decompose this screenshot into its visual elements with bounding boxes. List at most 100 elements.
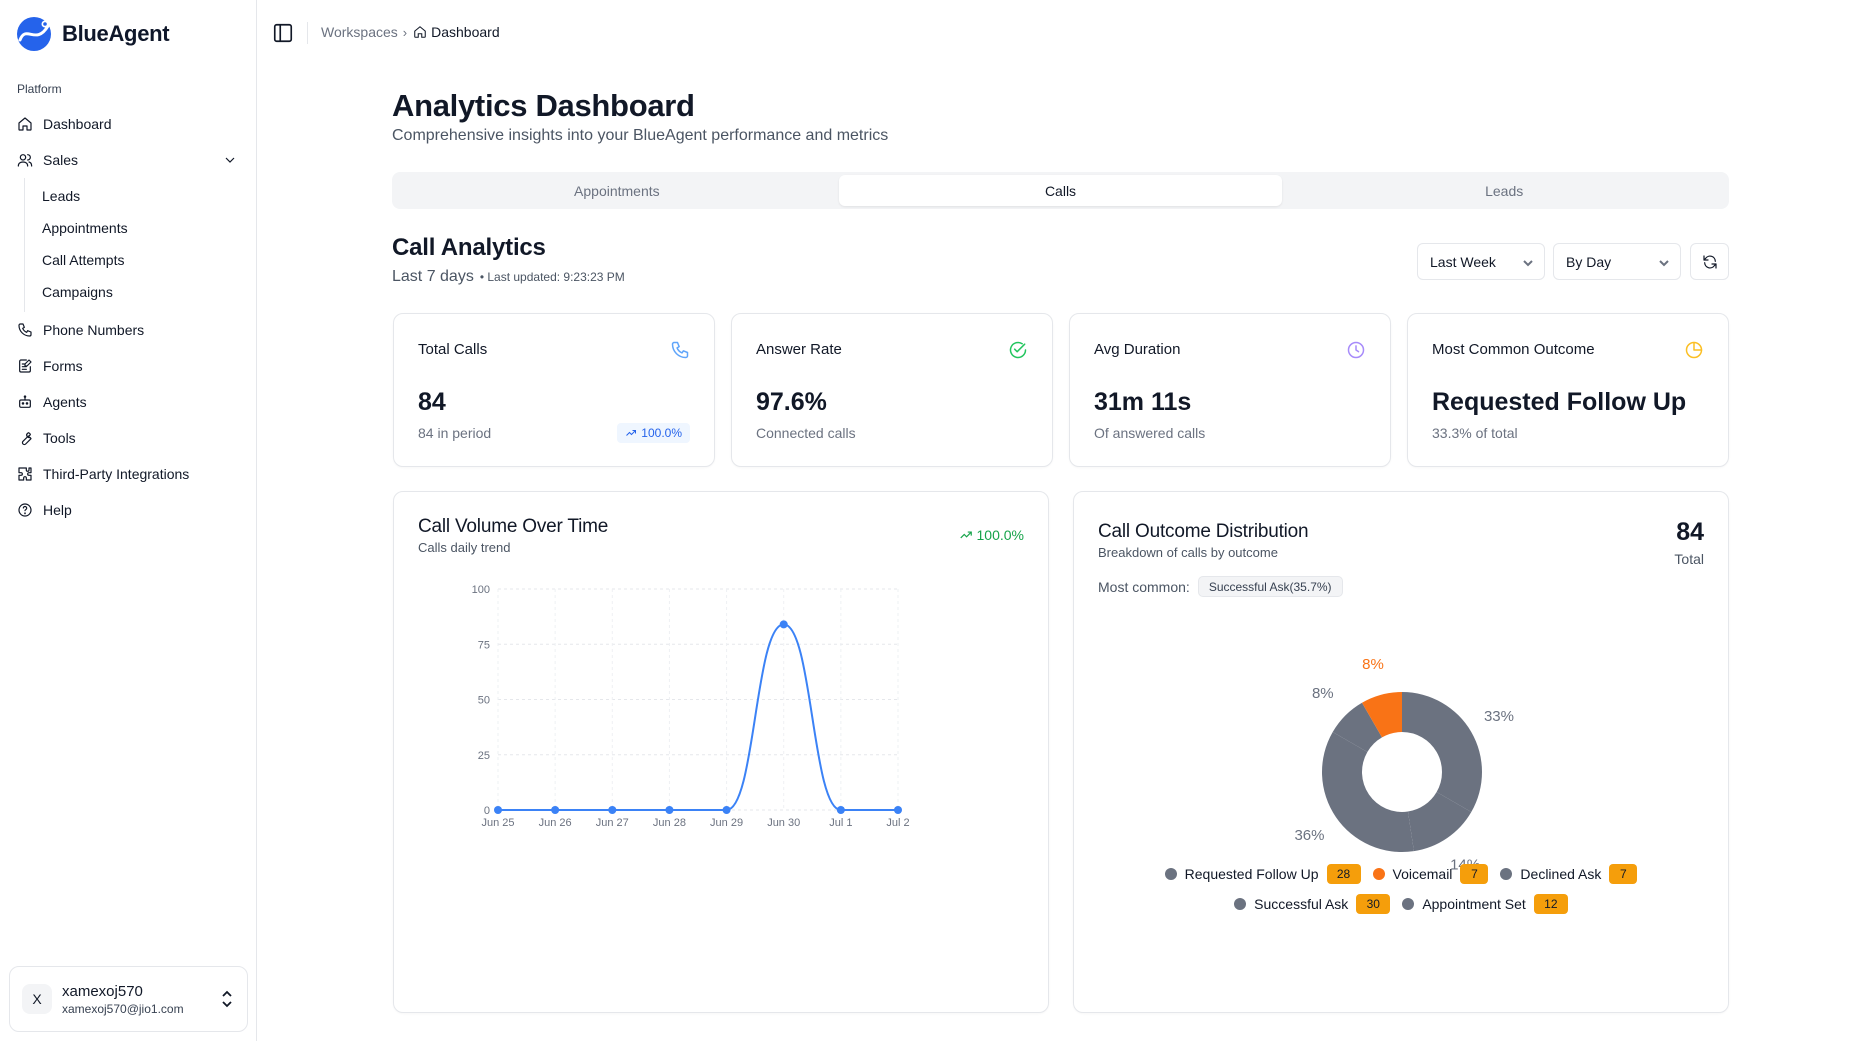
legend-label: Successful Ask [1254, 896, 1349, 912]
most-common-badge: Successful Ask(35.7%) [1197, 576, 1343, 597]
data-point [608, 806, 617, 814]
stat-label: Answer Rate [756, 341, 842, 358]
sidebar: BlueAgent Platform Dashboard Sales Leads… [0, 0, 257, 1041]
refresh-button[interactable] [1690, 243, 1729, 280]
chevron-down-icon [1522, 256, 1534, 268]
call-outcome-card: Call Outcome Distribution Breakdown of c… [1073, 491, 1729, 1013]
call-volume-chart: 0 25 50 75 100 Jun 25 Jun 26 Jun 27 Jun 28 Jun 29… [472, 584, 910, 829]
sidebar-item-dashboard[interactable]: Dashboard [0, 106, 256, 142]
tab-calls[interactable]: Calls [838, 175, 1283, 206]
tab-leads[interactable]: Leads [1485, 182, 1524, 199]
breadcrumb: Workspaces › Dashboard [321, 24, 500, 40]
form-icon [17, 358, 33, 374]
tab-appointments[interactable]: Appointments [574, 182, 660, 199]
call-volume-card: Call Volume Over Time Calls daily trend … [393, 491, 1049, 1013]
bot-icon [17, 394, 33, 410]
x-tick-label: Jul 1 [829, 817, 852, 829]
wrench-icon [17, 430, 33, 446]
legend-count: 28 [1326, 864, 1361, 884]
phone-icon [17, 322, 33, 338]
sidebar-subitem-campaigns[interactable]: Campaigns [42, 284, 113, 300]
sidebar-item-third-party-integrations[interactable]: Third-Party Integrations [0, 456, 256, 492]
legend-count: 30 [1356, 894, 1391, 914]
volume-trend: 100.0% [959, 527, 1024, 543]
stat-value: 31m 11s [1094, 388, 1192, 416]
trending-up-icon [626, 430, 637, 436]
sidebar-item-sales[interactable]: Sales [0, 142, 256, 178]
chevron-down-icon[interactable] [222, 152, 238, 168]
puzzle-icon [17, 466, 33, 482]
legend-item[interactable]: Declined Ask 7 [1500, 864, 1638, 884]
user-menu[interactable]: X xamexoj570 xamexoj570@jio1.com [9, 966, 248, 1032]
x-tick-label: Jun 29 [710, 817, 743, 829]
sidebar-item-phone-numbers[interactable]: Phone Numbers [0, 312, 256, 348]
slice-label: 36% [1294, 827, 1324, 844]
pie-slice [1407, 792, 1472, 852]
chevrons-up-down-icon[interactable] [219, 989, 235, 1009]
trend-badge: 100.0% [617, 423, 690, 443]
pie-slice [1402, 692, 1482, 812]
date-range-select[interactable]: Last Week [1417, 243, 1545, 280]
data-point [722, 806, 731, 814]
legend-item[interactable]: Requested Follow Up 28 [1164, 864, 1361, 884]
sidebar-subitem-appointments[interactable]: Appointments [42, 220, 128, 236]
sidebar-item-label: Forms [43, 358, 83, 374]
brand-name: BlueAgent [62, 21, 170, 46]
breadcrumb-workspaces[interactable]: Workspaces [321, 24, 398, 40]
sidebar-subitem-leads[interactable]: Leads [42, 188, 81, 204]
x-tick-label: Jun 27 [596, 817, 629, 829]
group-by-select[interactable]: By Day [1553, 243, 1681, 280]
x-tick-label: Jun 26 [539, 817, 572, 829]
brand[interactable]: BlueAgent [16, 16, 170, 52]
stat-label: Most Common Outcome [1432, 341, 1595, 358]
legend-label: Appointment Set [1422, 896, 1526, 912]
top-bar: Workspaces › Dashboard [257, 0, 1863, 66]
data-point [779, 620, 788, 629]
stat-value: 84 [418, 388, 446, 416]
legend-count: 12 [1533, 894, 1568, 914]
group-by-value: By Day [1566, 253, 1612, 270]
legend-item[interactable]: Voicemail 7 [1372, 864, 1489, 884]
legend-swatch [1234, 898, 1247, 910]
sidebar-item-label: Tools [43, 430, 76, 446]
y-tick-label: 25 [478, 750, 490, 762]
sidebar-item-tools[interactable]: Tools [0, 420, 256, 456]
stat-note: 84 in period [418, 425, 492, 441]
pie-slice [1322, 732, 1414, 852]
legend-item[interactable]: Appointment Set 12 [1402, 894, 1568, 914]
slice-label: 33% [1484, 708, 1514, 725]
series-line [498, 623, 898, 811]
y-tick-label: 75 [478, 639, 490, 651]
home-icon [17, 116, 33, 132]
outcome-donut-chart: 33%14%36%8%8% [1294, 656, 1514, 874]
stat-value: Requested Follow Up [1432, 388, 1687, 416]
stat-card-total-calls: Total Calls 84 84 in period 100.0% [393, 313, 715, 467]
card-subtitle: Calls daily trend [418, 540, 511, 555]
sidebar-item-agents[interactable]: Agents [0, 384, 256, 420]
sidebar-subitem-call-attempts[interactable]: Call Attempts [42, 252, 125, 268]
section-period: Last 7 days [392, 268, 474, 285]
refresh-icon [1702, 254, 1717, 269]
section-subtitle: Last 7 days • Last updated: 9:23:23 PM [392, 268, 625, 286]
sidebar-toggle-icon[interactable] [272, 22, 294, 44]
user-name: xamexoj570 [62, 982, 143, 1000]
pie-slice [1362, 692, 1402, 738]
last-updated: • Last updated: 9:23:23 PM [479, 270, 625, 284]
stat-card-avg-duration: Avg Duration 31m 11s Of answered calls [1069, 313, 1391, 467]
stat-label: Avg Duration [1094, 341, 1181, 358]
x-tick-label: Jun 28 [653, 817, 686, 829]
legend-count: 7 [1609, 864, 1638, 884]
trending-up-icon [959, 531, 972, 539]
data-point [494, 806, 502, 814]
home-icon [413, 25, 427, 39]
user-email: xamexoj570@jio1.com [62, 1001, 184, 1016]
page-title: Analytics Dashboard [392, 88, 695, 123]
data-point [894, 806, 902, 814]
stat-note: Of answered calls [1094, 425, 1206, 441]
legend-item[interactable]: Successful Ask 30 [1234, 894, 1391, 914]
sidebar-item-help[interactable]: Help [0, 492, 256, 528]
sidebar-item-forms[interactable]: Forms [0, 348, 256, 384]
slice-label: 8% [1362, 656, 1384, 673]
sidebar-nav: Dashboard Sales Leads Appointments Call … [0, 106, 256, 528]
card-title: Call Outcome Distribution [1098, 521, 1309, 542]
